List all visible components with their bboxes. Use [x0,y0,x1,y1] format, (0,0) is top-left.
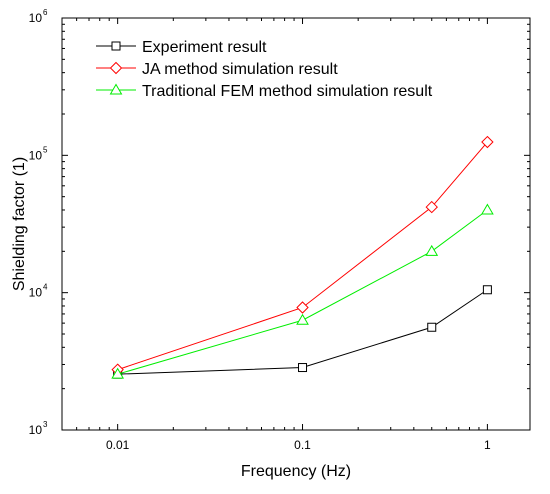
legend-item: Experiment result [96,39,267,56]
x-tick-label: 0.01 [106,438,130,452]
data-point-marker [481,203,494,215]
y-tick-label: 10 [29,423,43,437]
y-tick-label-exponent: 3 [43,420,48,429]
series-1 [113,285,492,379]
legend-item: Traditional FEM method simulation result [96,83,433,100]
data-point-marker [425,244,439,256]
data-point-marker [425,200,438,214]
legend: Experiment result JA method simulation re… [96,39,433,100]
data-point-marker [296,301,309,314]
data-point-marker [482,285,492,295]
series-3 [111,203,494,379]
legend-label: JA method simulation result [142,61,338,78]
y-tick-label-exponent: 4 [43,283,48,292]
data-point-marker [481,135,494,149]
y-tick-label: 10 [29,148,43,162]
data-point-marker [296,313,309,325]
data-point-marker [298,363,308,373]
data-point-marker [427,322,437,332]
y-axis-label: Shielding factor (1) [11,157,28,291]
legend-item: JA method simulation result [96,61,338,78]
plot-frame [61,17,531,431]
series-line [117,209,488,375]
series-line [117,141,488,371]
series-2 [111,135,494,376]
y-tick-label-exponent: 6 [43,8,48,17]
x-tick-label: 1 [484,438,491,452]
legend-label: Experiment result [142,39,267,56]
y-tick-label: 10 [29,286,43,300]
legend-marker [109,83,123,95]
data-point-marker [111,367,125,379]
legend-marker [111,41,121,51]
series-layer [111,135,494,379]
y-tick-label-exponent: 5 [43,145,48,154]
legend-marker [109,61,123,75]
series-line [117,289,488,375]
x-tick-label: 0.1 [294,438,311,452]
x-axis-label: Frequency (Hz) [241,463,351,480]
axis-ticks [61,17,530,431]
legend-label: Traditional FEM method simulation result [142,83,433,100]
y-tick-label: 10 [29,11,43,25]
